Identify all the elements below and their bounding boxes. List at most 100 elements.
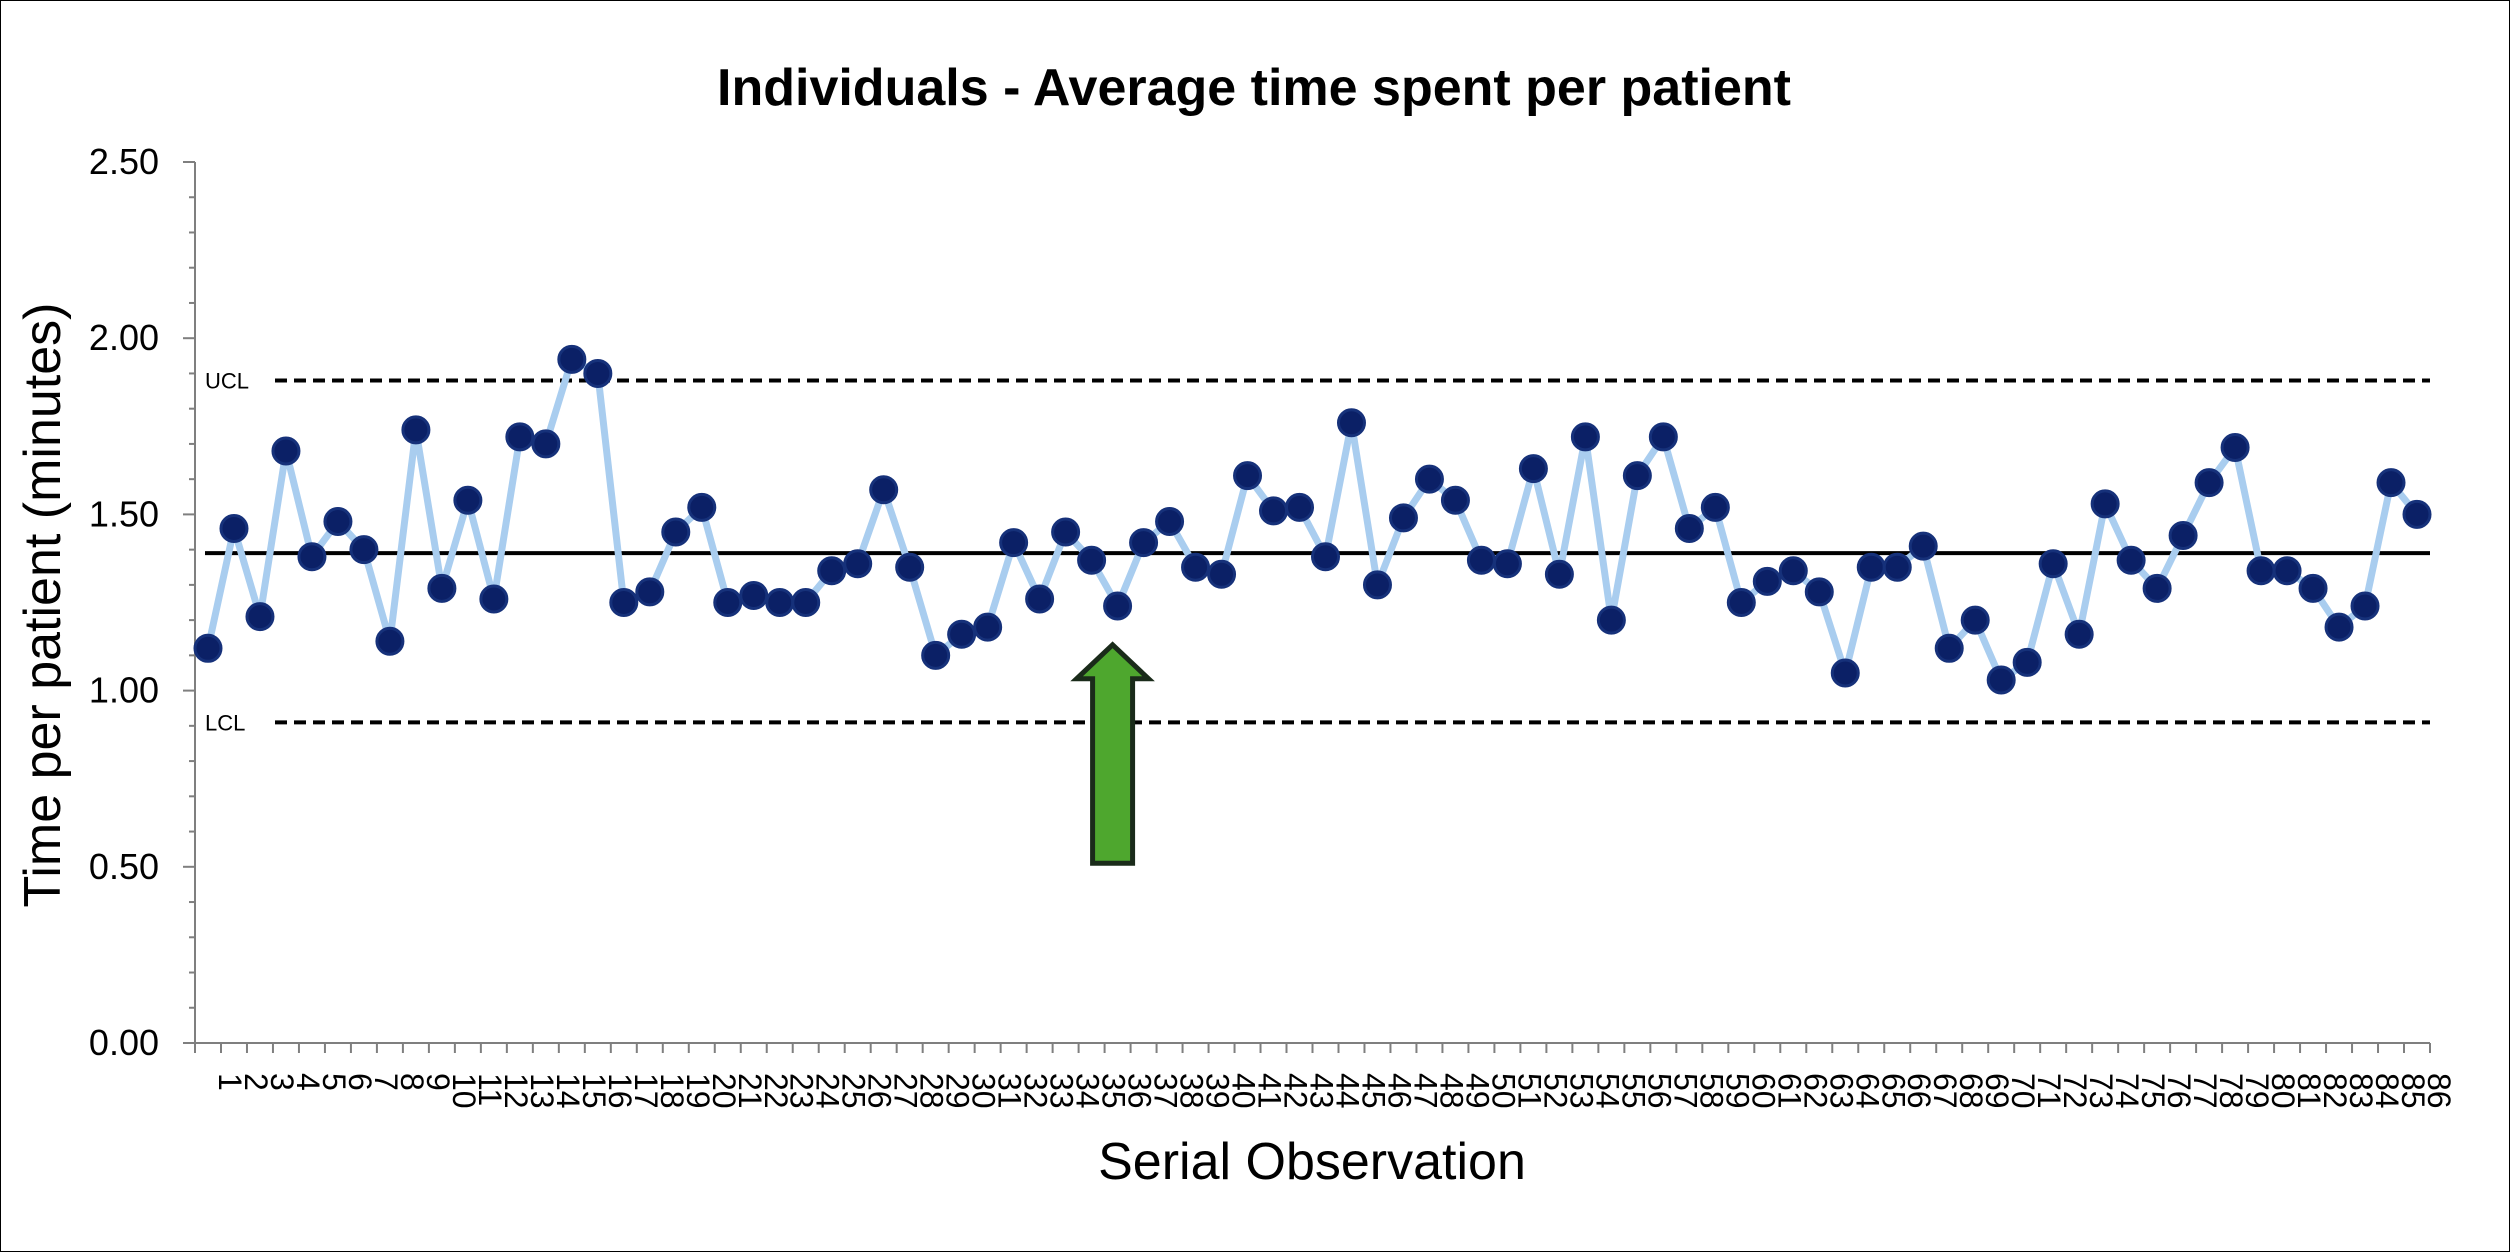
x-tick-label: 12 <box>498 1073 534 1109</box>
x-tick-label: 53 <box>1563 1073 1599 1109</box>
y-axis-label: Time per patient (minutes) <box>14 303 72 908</box>
x-tick-label: 52 <box>1537 1073 1573 1109</box>
data-point <box>973 612 1003 642</box>
y-tick-label: 2.00 <box>89 317 159 358</box>
data-point <box>1570 422 1600 452</box>
data-point <box>1726 588 1756 617</box>
data-point <box>1362 570 1392 600</box>
data-point <box>1466 545 1496 575</box>
x-tick-label: 74 <box>2109 1073 2145 1109</box>
x-tick-label: 35 <box>1096 1073 1132 1109</box>
x-tick-label: 9 <box>420 1073 456 1091</box>
x-tick-label: 55 <box>1615 1073 1651 1109</box>
x-tick-label: 2 <box>238 1073 274 1091</box>
x-tick-label: 37 <box>1148 1073 1184 1109</box>
data-point <box>531 429 561 459</box>
x-tick-label: 36 <box>1122 1073 1158 1109</box>
x-tick-label: 67 <box>1927 1073 1963 1109</box>
x-tick-label: 13 <box>524 1073 560 1109</box>
data-point <box>219 513 249 543</box>
data-point <box>427 573 457 603</box>
x-tick-label: 11 <box>472 1073 508 1106</box>
x-tick-label: 68 <box>1953 1073 1989 1109</box>
data-point <box>245 602 275 632</box>
x-tick-label: 80 <box>2265 1073 2301 1109</box>
x-tick-label: 82 <box>2317 1073 2353 1109</box>
x-tick-label: 64 <box>1849 1073 1885 1109</box>
data-point <box>2168 521 2198 551</box>
data-point <box>1310 542 1340 572</box>
x-tick-label: 31 <box>992 1073 1028 1109</box>
data-point <box>635 577 665 607</box>
data-point <box>739 580 769 610</box>
x-tick-label: 86 <box>2421 1073 2457 1109</box>
x-tick-label: 22 <box>758 1073 794 1109</box>
x-tick-label: 24 <box>810 1073 846 1109</box>
data-point <box>1960 605 1990 635</box>
data-point <box>2090 489 2120 519</box>
data-point <box>2142 573 2172 603</box>
x-tick-label: 17 <box>628 1073 664 1109</box>
x-tick-label: 62 <box>1797 1073 1833 1109</box>
x-tick-label: 30 <box>966 1073 1002 1109</box>
x-tick-label: 58 <box>1693 1073 1729 1109</box>
x-tick-label: 78 <box>2213 1073 2249 1109</box>
data-point <box>1259 496 1289 526</box>
data-point <box>1388 503 1418 533</box>
x-tick-label: 65 <box>1875 1073 1911 1109</box>
data-point <box>2350 591 2380 621</box>
x-tick-label: 43 <box>1304 1073 1340 1109</box>
data-point <box>297 542 327 572</box>
data-point <box>1051 517 1081 547</box>
x-axis-label: Serial Observation <box>1098 1133 1526 1191</box>
x-tick-label: 50 <box>1485 1073 1521 1109</box>
data-point <box>583 358 613 388</box>
data-point <box>895 552 925 582</box>
data-point <box>1544 559 1574 589</box>
data-point <box>765 588 795 617</box>
x-tick-label: 79 <box>2239 1073 2275 1109</box>
x-tick-label: 56 <box>1641 1073 1677 1109</box>
x-tick-label: 46 <box>1381 1073 1417 1109</box>
x-tick-label: 73 <box>2083 1073 2119 1109</box>
x-tick-label: 26 <box>862 1073 898 1109</box>
data-point <box>2272 556 2302 586</box>
x-tick-label: 28 <box>914 1073 950 1109</box>
x-tick-label: 20 <box>706 1073 742 1109</box>
data-point <box>713 588 743 617</box>
x-tick-label: 4 <box>290 1073 326 1091</box>
data-point <box>843 549 873 579</box>
x-tick-label: 81 <box>2291 1073 2327 1109</box>
data-point <box>1804 577 1834 607</box>
x-tick-label: 40 <box>1226 1073 1262 1109</box>
x-tick-label: 76 <box>2161 1073 2197 1109</box>
x-tick-label: 83 <box>2343 1073 2379 1109</box>
x-tick-label: 15 <box>576 1073 612 1109</box>
x-tick-label: 75 <box>2135 1073 2171 1109</box>
data-point <box>1336 408 1366 438</box>
data-point <box>1518 454 1548 484</box>
x-tick-label: 27 <box>888 1073 924 1109</box>
ucl-label: UCL <box>205 368 249 393</box>
data-point <box>2402 499 2432 529</box>
chart-title: Individuals - Average time spent per pat… <box>717 59 1791 117</box>
x-tick-label: 77 <box>2187 1073 2223 1109</box>
data-point <box>999 528 1029 558</box>
data-point <box>2324 612 2354 642</box>
data-point <box>1596 605 1626 635</box>
data-point <box>791 588 821 617</box>
x-tick-label: 49 <box>1459 1073 1495 1109</box>
x-tick-label: 25 <box>836 1073 872 1109</box>
data-point <box>609 588 639 617</box>
x-tick-label: 48 <box>1433 1073 1469 1109</box>
x-tick-label: 14 <box>550 1073 586 1109</box>
x-tick-label: 39 <box>1200 1073 1236 1109</box>
x-tick-label: 16 <box>602 1073 638 1109</box>
data-point <box>1077 545 1107 575</box>
data-point <box>1181 552 1211 582</box>
x-tick-label: 38 <box>1174 1073 1210 1109</box>
data-point <box>1882 552 1912 582</box>
y-axis: 0.00 0.50 1.00 1.50 2.00 2.50 <box>89 141 196 1063</box>
data-point <box>1856 552 1886 582</box>
